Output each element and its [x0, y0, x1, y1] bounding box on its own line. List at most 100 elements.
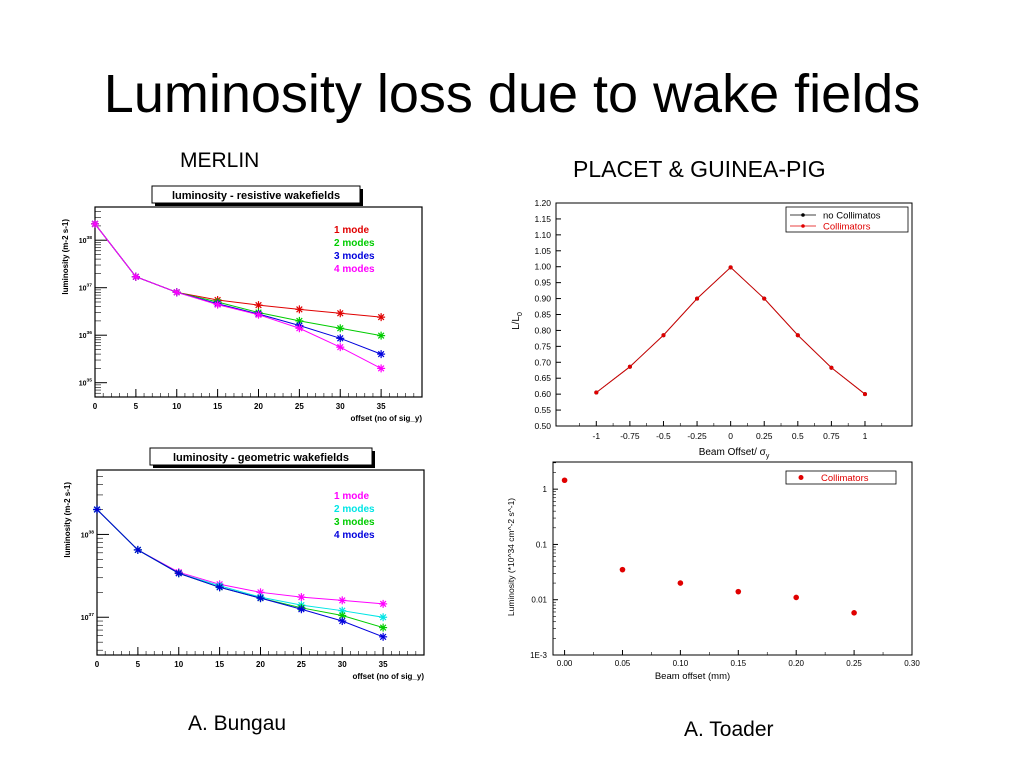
data-point-placet-lumi-0: [735, 588, 742, 595]
plot-frame-geometric: [96, 469, 425, 656]
x-tick-label-placet-offset: 0.5: [792, 431, 804, 441]
y-tick-label-placet-offset: 0.75: [534, 341, 551, 351]
legend-entry-geometric-2: 3 modes: [334, 517, 375, 528]
data-point-placet-lumi-0: [561, 477, 568, 484]
y-axis-label-placet-offset: L/L0: [511, 312, 524, 330]
y-tick-label-placet-offset: 0.65: [534, 373, 551, 383]
x-tick-label-resistive: 25: [295, 402, 304, 411]
x-tick-label-placet-lumi: 0.00: [557, 659, 573, 668]
series-line-placet-offset-1: [596, 266, 866, 395]
legend-entry-geometric-0: 1 mode: [334, 491, 369, 502]
page-title: Luminosity loss due to wake fields: [103, 64, 921, 124]
data-point-placet-offset-1: [728, 265, 733, 270]
y-tick-label-placet-offset: 1.05: [534, 246, 551, 256]
y-axis-label-geometric: luminosity (m-2 s-1): [63, 482, 72, 558]
data-point-geometric-3: [297, 605, 306, 614]
x-tick-label-placet-offset: 1: [863, 431, 868, 441]
placet-label: PLACET & GUINEA-PIG: [573, 156, 826, 182]
data-point-geometric-3: [256, 594, 265, 603]
legend-entry-placet-lumi-0: Collimators: [821, 473, 869, 484]
x-tick-label-placet-offset: -0.5: [656, 431, 671, 441]
data-point-resistive-3: [91, 219, 99, 228]
x-tick-label-placet-lumi: 0.20: [788, 659, 804, 668]
x-tick-label-geometric: 15: [215, 660, 224, 669]
data-point-resistive-3: [377, 364, 386, 373]
x-axis-label-geometric: offset (no of sig_y): [352, 672, 424, 681]
y-tick-label-geometric: 1037: [81, 612, 95, 622]
data-point-resistive-0: [254, 301, 263, 310]
data-point-geometric-1: [338, 606, 347, 615]
x-tick-label-geometric: 35: [379, 660, 388, 669]
legend-marker-placet-offset-0: [801, 213, 805, 217]
y-tick-label-placet-offset: 0.60: [534, 389, 551, 399]
data-point-geometric-3: [174, 569, 183, 578]
x-tick-label-placet-lumi: 0.05: [615, 659, 631, 668]
data-point-placet-lumi-0: [851, 609, 857, 616]
y-tick-label-resistive: 1038: [79, 235, 93, 245]
data-point-placet-offset-1: [594, 390, 599, 395]
chart-title-geometric: luminosity - geometric wakefields: [173, 452, 349, 464]
plot-frame-placet-offset: [555, 202, 913, 427]
series-line-resistive-3: [94, 223, 382, 369]
x-tick-label-resistive: 15: [213, 402, 222, 411]
x-tick-label-placet-offset: -0.75: [620, 431, 640, 441]
legend-entry-placet-offset-1: Collimators: [823, 222, 871, 233]
merlin-label: MERLIN: [180, 149, 260, 172]
legend-box-placet-offset: [785, 206, 909, 233]
data-point-resistive-1: [377, 331, 386, 340]
data-point-placet-offset-1: [862, 392, 867, 397]
data-point-geometric-0: [338, 596, 347, 605]
x-tick-label-resistive: 20: [254, 402, 263, 411]
data-point-placet-offset-1: [762, 296, 767, 301]
x-tick-label-placet-offset: -0.25: [687, 431, 707, 441]
legend-entry-resistive-1: 2 modes: [334, 238, 375, 249]
data-point-resistive-0: [377, 313, 386, 322]
x-tick-label-geometric: 5: [136, 660, 141, 669]
data-point-resistive-0: [295, 305, 304, 314]
data-point-geometric-3: [379, 632, 388, 641]
y-tick-label-resistive: 1037: [79, 283, 93, 293]
data-point-placet-lumi-0: [677, 580, 684, 586]
x-tick-label-placet-lumi: 0.10: [673, 659, 689, 668]
data-point-placet-offset-1: [661, 333, 666, 338]
data-point-placet-lumi-0: [619, 566, 626, 573]
legend-entry-resistive-0: 1 mode: [334, 225, 369, 236]
y-tick-label-placet-offset: 0.85: [534, 310, 551, 320]
data-point-resistive-0: [336, 309, 345, 318]
y-tick-label-placet-lumi: 0.01: [531, 596, 547, 605]
data-point-resistive-1: [336, 324, 345, 333]
series-line-geometric-3: [96, 509, 384, 638]
data-point-placet-offset-1: [795, 333, 800, 338]
x-tick-label-geometric: 20: [256, 660, 265, 669]
y-tick-label-placet-offset: 1.20: [534, 198, 551, 208]
y-axis-label-resistive: luminosity (m-2 s-1): [61, 219, 70, 295]
x-tick-label-placet-offset: -1: [593, 431, 601, 441]
x-tick-label-resistive: 30: [336, 402, 345, 411]
y-tick-label-placet-lumi: 0.1: [536, 540, 548, 549]
y-tick-label-geometric: 1038: [81, 529, 95, 539]
y-tick-label-placet-offset: 0.80: [534, 325, 551, 335]
x-tick-label-resistive: 10: [172, 402, 181, 411]
chart-title-resistive: luminosity - resistive wakefields: [172, 190, 340, 202]
data-point-resistive-2: [336, 334, 345, 343]
legend-entry-geometric-3: 4 modes: [334, 530, 375, 541]
y-tick-label-placet-lumi: 1E-3: [530, 651, 547, 660]
y-tick-label-placet-offset: 1.15: [534, 214, 551, 224]
y-tick-label-placet-offset: 1.00: [534, 262, 551, 272]
data-point-geometric-2: [379, 623, 388, 632]
y-tick-label-placet-lumi: 1: [543, 485, 548, 494]
data-point-resistive-3: [172, 288, 181, 297]
legend-entry-resistive-2: 3 modes: [334, 251, 375, 262]
x-tick-label-geometric: 25: [297, 660, 306, 669]
legend-marker-placet-lumi-0: [798, 475, 804, 480]
x-tick-label-geometric: 10: [174, 660, 183, 669]
y-tick-label-placet-offset: 1.10: [534, 230, 551, 240]
y-tick-label-resistive: 1036: [79, 330, 93, 340]
x-tick-label-resistive: 35: [377, 402, 386, 411]
y-tick-label-placet-offset: 0.90: [534, 294, 551, 304]
x-tick-label-placet-offset: 0.25: [756, 431, 773, 441]
data-point-resistive-2: [377, 350, 386, 359]
data-point-geometric-0: [297, 593, 306, 602]
x-tick-label-geometric: 0: [95, 660, 100, 669]
